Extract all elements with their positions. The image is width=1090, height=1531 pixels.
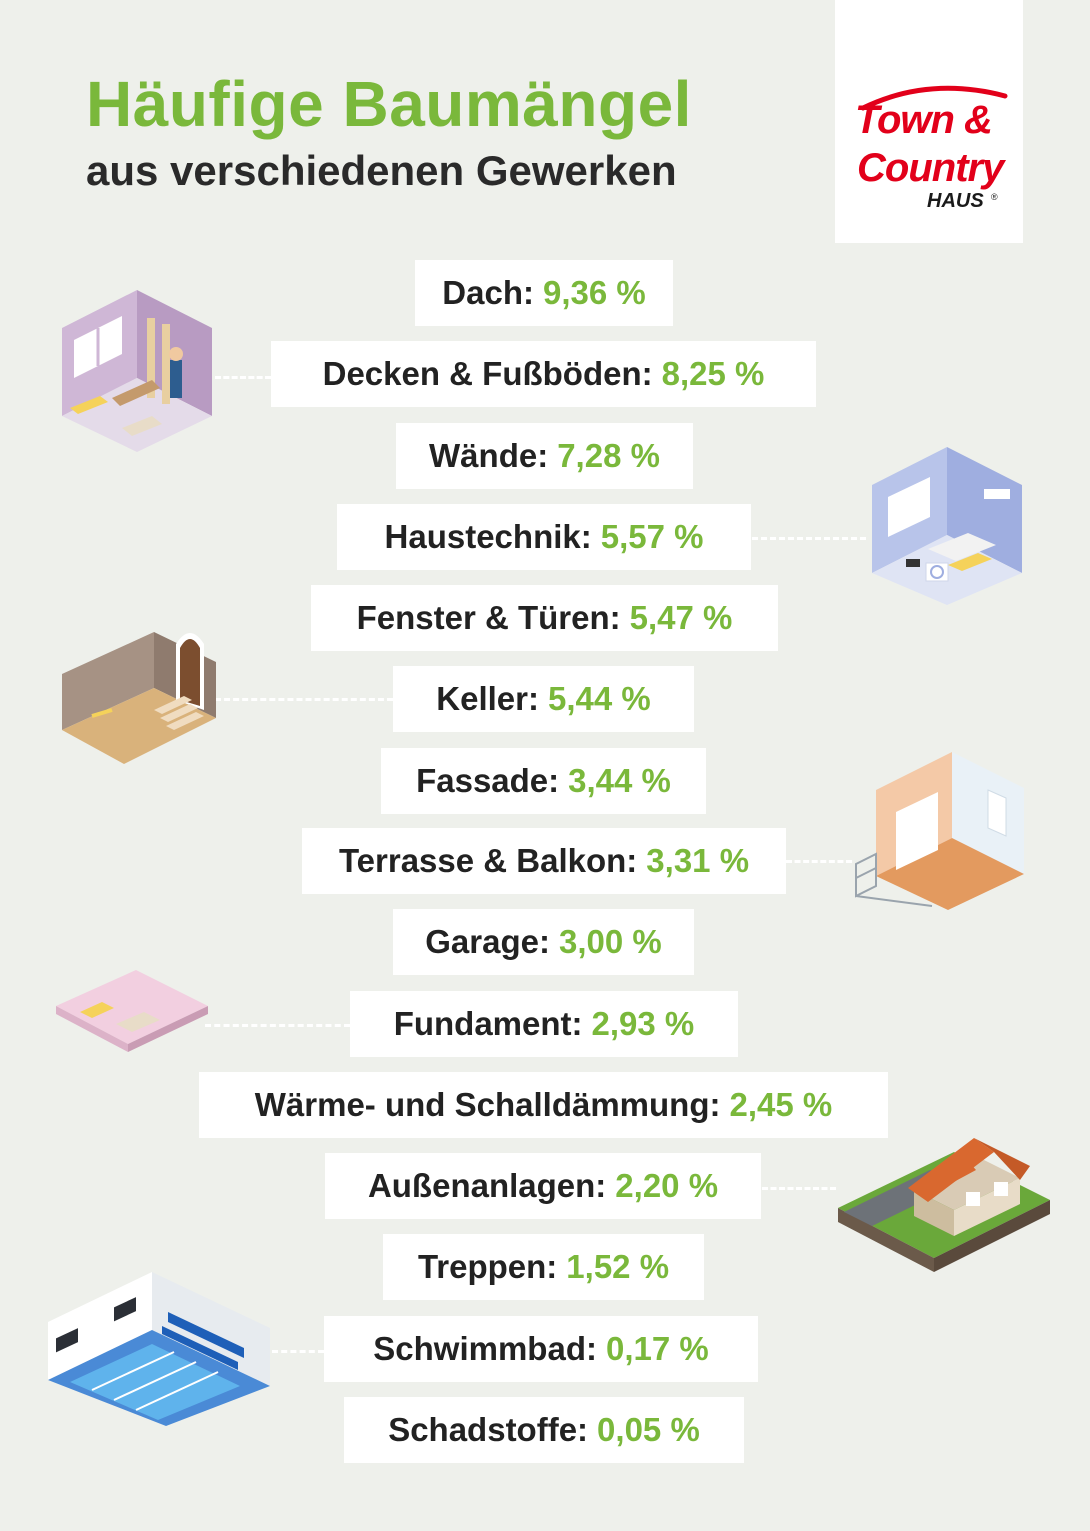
defect-label: Garage: bbox=[425, 923, 550, 960]
defect-value: 3,31 % bbox=[646, 842, 750, 879]
defect-item: Schwimmbad: 0,17 % bbox=[324, 1316, 758, 1382]
defect-value: 7,28 % bbox=[557, 437, 660, 474]
defect-item: Fundament: 2,93 % bbox=[350, 991, 738, 1057]
connector-line bbox=[762, 1187, 836, 1190]
defect-value: 0,17 % bbox=[605, 1330, 709, 1367]
defect-label: Schwimmbad: bbox=[373, 1330, 597, 1367]
defect-item: Treppen: 1,52 % bbox=[383, 1234, 704, 1300]
defect-item: Schadstoffe: 0,05 % bbox=[344, 1397, 744, 1463]
defect-label: Dach: bbox=[442, 274, 534, 311]
defect-label: Fassade: bbox=[416, 762, 560, 799]
swimming-pool-icon bbox=[48, 1272, 270, 1426]
defect-item: Außenanlagen: 2,20 % bbox=[325, 1153, 761, 1219]
defect-label: Wände: bbox=[429, 437, 549, 474]
defect-item: Keller: 5,44 % bbox=[393, 666, 694, 732]
defect-item: Fassade: 3,44 % bbox=[381, 748, 706, 814]
house-outdoor-icon bbox=[838, 1138, 1050, 1272]
page-subtitle: aus verschiedenen Gewerken bbox=[86, 147, 677, 194]
defect-label: Keller: bbox=[436, 680, 539, 717]
page-title: Häufige Baumängel bbox=[86, 68, 692, 140]
renovation-room-icon bbox=[62, 290, 212, 452]
defect-label: Treppen: bbox=[417, 1248, 558, 1285]
defect-label: Terrasse & Balkon: bbox=[338, 842, 638, 879]
defect-label: Fenster & Türen: bbox=[356, 599, 621, 636]
logo-line-town: Town & bbox=[855, 98, 993, 142]
defect-item: Dach: 9,36 % bbox=[415, 260, 673, 326]
defect-label: Außenanlagen: bbox=[367, 1167, 607, 1204]
basement-stairs-icon bbox=[62, 632, 216, 764]
defect-value: 5,47 % bbox=[629, 599, 733, 636]
defect-value: 1,52 % bbox=[566, 1248, 670, 1285]
defect-value: 8,25 % bbox=[661, 355, 765, 392]
defect-value: 2,93 % bbox=[591, 1005, 695, 1042]
logo-roof-swoosh-icon bbox=[860, 85, 1008, 111]
defect-item: Decken & Fußböden: 8,25 % bbox=[271, 341, 816, 407]
defect-label: Wärme- und Schalldämmung: bbox=[254, 1086, 721, 1123]
defect-value: 3,00 % bbox=[558, 923, 662, 960]
defect-item: Wände: 7,28 % bbox=[396, 423, 693, 489]
defect-label: Haustechnik: bbox=[384, 518, 592, 555]
defect-value: 3,44 % bbox=[568, 762, 671, 799]
defect-item: Haustechnik: 5,57 % bbox=[337, 504, 751, 570]
logo-line-country: Country bbox=[857, 146, 1004, 190]
connector-line bbox=[205, 1024, 350, 1027]
connector-line bbox=[786, 860, 852, 863]
defect-label: Schadstoffe: bbox=[388, 1411, 589, 1448]
defect-label: Fundament: bbox=[393, 1005, 583, 1042]
defect-value: 2,45 % bbox=[729, 1086, 833, 1123]
defect-value: 0,05 % bbox=[597, 1411, 700, 1448]
defect-item: Garage: 3,00 % bbox=[393, 909, 694, 975]
defect-value: 2,20 % bbox=[615, 1167, 719, 1204]
town-country-logo: Town & Country HAUS ® bbox=[835, 0, 1023, 243]
connector-line bbox=[215, 698, 393, 701]
logo-registered-mark: ® bbox=[991, 192, 998, 202]
defect-item: Fenster & Türen: 5,47 % bbox=[311, 585, 778, 651]
connector-line bbox=[215, 376, 271, 379]
defect-item: Terrasse & Balkon: 3,31 % bbox=[302, 828, 786, 894]
defect-label: Decken & Fußböden: bbox=[322, 355, 653, 392]
connector-line bbox=[272, 1350, 324, 1353]
defect-value: 5,44 % bbox=[547, 680, 651, 717]
logo-line-haus: HAUS bbox=[927, 190, 984, 212]
defect-value: 9,36 % bbox=[542, 274, 646, 311]
foundation-slab-icon bbox=[56, 970, 208, 1052]
defect-item: Wärme- und Schalldämmung: 2,45 % bbox=[199, 1072, 888, 1138]
balcony-room-icon bbox=[855, 752, 1024, 910]
technical-room-icon bbox=[872, 447, 1022, 605]
defect-value: 5,57 % bbox=[600, 518, 704, 555]
connector-line bbox=[752, 537, 866, 540]
